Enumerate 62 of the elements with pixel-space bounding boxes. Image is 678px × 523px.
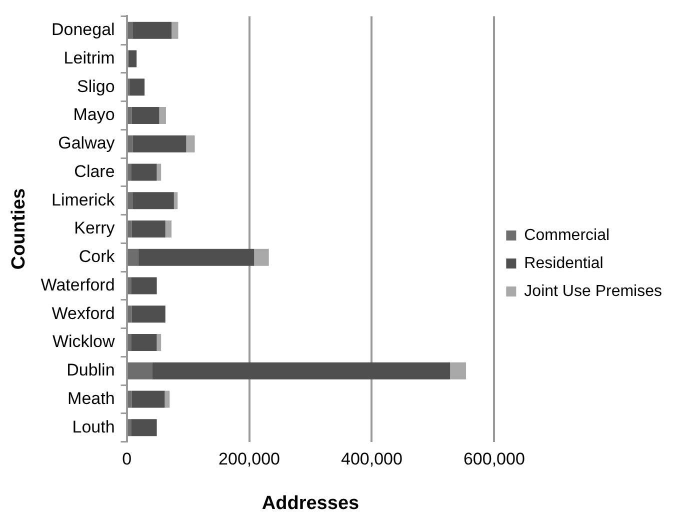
bar — [128, 164, 132, 181]
y-tick-label: Galway — [58, 134, 116, 153]
bar — [128, 22, 132, 39]
bar — [128, 277, 132, 294]
y-tick-label: Cork — [78, 247, 116, 266]
x-tick-label: 600,000 — [463, 450, 525, 469]
bar — [132, 192, 174, 210]
x-tick-label: 200,000 — [218, 450, 280, 469]
bar — [129, 78, 145, 96]
y-tick-label: Mayo — [73, 105, 115, 124]
x-axis-title: Addresses — [262, 492, 360, 514]
bar — [132, 22, 172, 39]
bar — [132, 306, 166, 323]
bar — [174, 192, 178, 210]
y-tick-label: Donegal — [51, 20, 115, 40]
y-tick-label: Wicklow — [52, 332, 116, 352]
y-tick-label: Clare — [74, 162, 115, 181]
bar — [128, 192, 132, 210]
legend-label: Joint Use Premises — [524, 282, 662, 300]
bar — [131, 419, 157, 436]
bar — [156, 334, 162, 352]
bar — [128, 50, 137, 68]
y-tick-label: Wexford — [52, 304, 115, 323]
bar — [128, 334, 132, 352]
bar — [131, 334, 157, 352]
y-tick-label: Waterford — [40, 275, 115, 294]
bar — [172, 22, 178, 39]
bar — [132, 135, 186, 152]
y-tick-label: Louth — [72, 417, 115, 436]
bar — [186, 135, 195, 152]
y-axis-title: Counties — [8, 188, 30, 270]
bar — [128, 248, 138, 266]
bar — [152, 362, 450, 380]
y-tick-label: Dublin — [66, 360, 115, 380]
y-tick-label: Leitrim — [64, 48, 115, 68]
bar — [128, 306, 132, 323]
bar — [131, 277, 157, 294]
bar — [128, 106, 132, 124]
bar — [254, 248, 269, 266]
bar — [164, 390, 170, 408]
y-tick-label: Kerry — [74, 218, 116, 238]
x-tick-label: 400,000 — [340, 450, 402, 469]
bar — [450, 362, 466, 380]
bar — [138, 248, 254, 266]
bar — [132, 220, 166, 238]
x-tick-label: 0 — [122, 450, 132, 469]
bar — [159, 106, 166, 124]
bar — [131, 164, 157, 181]
legend-label: Commercial — [524, 226, 610, 244]
legend-label: Residential — [524, 254, 604, 272]
bar — [128, 135, 133, 152]
bar — [156, 164, 162, 181]
bar — [132, 390, 165, 408]
bar — [165, 220, 172, 238]
bar — [128, 419, 132, 436]
y-tick-label: Limerick — [52, 190, 116, 210]
bar — [128, 220, 132, 238]
y-tick-label: Meath — [68, 388, 115, 408]
bar — [128, 362, 153, 380]
y-tick-label: Sligo — [76, 76, 115, 96]
bar — [132, 106, 160, 124]
bar — [128, 390, 132, 408]
